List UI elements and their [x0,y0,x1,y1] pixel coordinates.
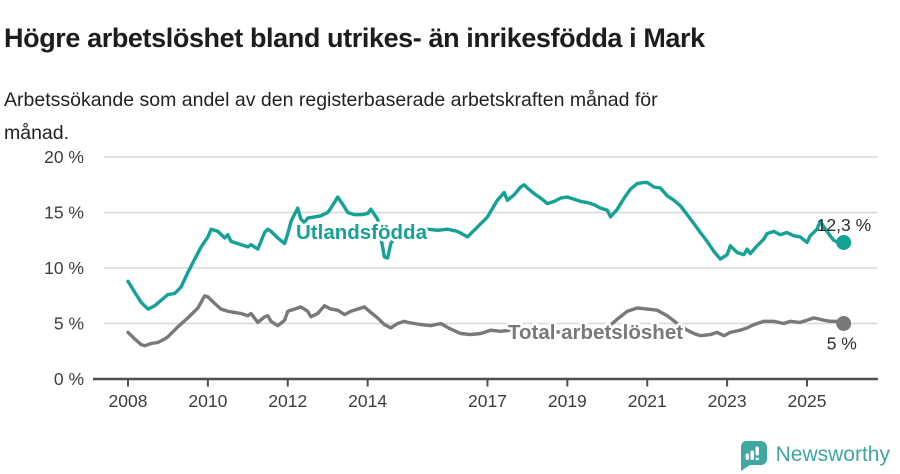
x-axis-tick-label: 2012 [268,391,307,411]
x-axis-tick-label: 2025 [788,391,827,411]
series-label: Total arbetslöshet [508,321,683,344]
series-end-dot [836,235,852,250]
x-axis-tick-label: 2014 [348,391,387,411]
y-axis-tick-label: 0 % [54,369,84,389]
x-axis-tick-label: 2019 [548,391,587,411]
x-axis-tick-label: 2008 [109,391,148,411]
x-axis-tick-label: 2010 [188,391,227,411]
series-label: Utlandsfödda [296,221,428,244]
x-axis-tick-label: 2023 [708,391,747,411]
series-end-value-label: 12,3 % [817,215,871,235]
y-axis-tick-label: 20 % [44,147,84,167]
newsworthy-logo: Newsworthy [737,439,890,471]
series-line-utlandsfodda [126,180,846,311]
unemployment-line-chart: 0 % 5 % 10 % 15 % 20 % 2008 2010 2012 2014 2017 20… [0,140,900,432]
x-axis-tick-label: 2017 [468,391,507,411]
newsworthy-wordmark: Newsworthy [775,443,890,466]
series-end-value-label: 5 % [827,334,857,354]
page-subtitle: Arbetssökande som andel av den registerb… [4,88,658,144]
series-end-dot [836,316,852,331]
newsworthy-icon [740,441,767,471]
series-line-total [126,294,846,348]
y-axis-tick-label: 10 % [44,258,84,278]
page-title: Högre arbetslöshet bland utrikes- än inr… [4,23,705,54]
x-axis-tick-label: 2021 [628,391,667,411]
y-axis-tick-label: 15 % [44,203,84,223]
chart-canvas: 0 % 5 % 10 % 15 % 20 % 2008 2010 2012 2014 2017 20… [44,147,878,411]
y-axis-tick-label: 5 % [54,314,84,334]
